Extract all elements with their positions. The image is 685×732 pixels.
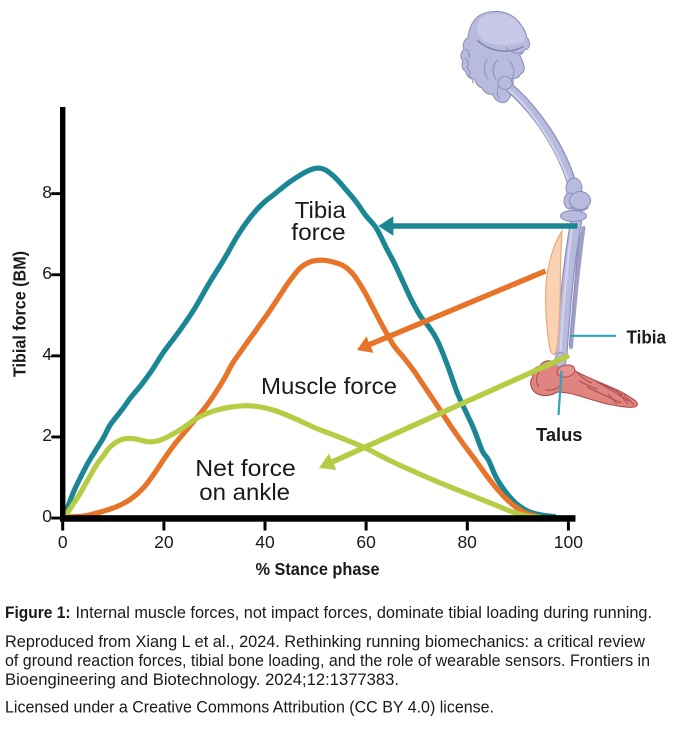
- svg-text:of ground reaction forces, tib: of ground reaction forces, tibial bone l…: [5, 651, 650, 670]
- svg-text:Internal muscle forces, not im: Internal muscle forces, not impact force…: [76, 603, 653, 622]
- svg-text:Licensed under a Creative Comm: Licensed under a Creative Commons Attrib…: [5, 698, 494, 717]
- svg-text:force: force: [291, 219, 345, 245]
- svg-text:2: 2: [42, 425, 52, 445]
- svg-text:Bioengineering and Biotechnolo: Bioengineering and Biotechnology. 2024;1…: [5, 670, 399, 689]
- svg-text:0: 0: [58, 532, 68, 552]
- svg-text:Tibia: Tibia: [627, 327, 667, 348]
- svg-text:100: 100: [554, 532, 583, 552]
- svg-text:Tibia: Tibia: [295, 197, 346, 223]
- svg-text:Figure 1:: Figure 1:: [5, 603, 71, 622]
- svg-text:40: 40: [255, 532, 275, 552]
- svg-text:Tibial force (BM): Tibial force (BM): [10, 251, 30, 377]
- svg-text:8: 8: [42, 182, 52, 202]
- svg-text:Muscle force: Muscle force: [261, 373, 397, 399]
- svg-text:80: 80: [457, 532, 477, 552]
- svg-text:0: 0: [42, 506, 52, 526]
- svg-text:60: 60: [356, 532, 376, 552]
- svg-text:4: 4: [42, 344, 52, 364]
- svg-text:Net force: Net force: [195, 455, 295, 481]
- svg-text:% Stance phase: % Stance phase: [256, 559, 380, 579]
- svg-text:Reproduced from Xiang L et al.: Reproduced from Xiang L et al., 2024. Re…: [5, 632, 646, 651]
- svg-text:on ankle: on ankle: [199, 479, 290, 505]
- svg-text:Talus: Talus: [536, 424, 583, 445]
- svg-text:20: 20: [154, 532, 174, 552]
- svg-text:6: 6: [42, 263, 52, 283]
